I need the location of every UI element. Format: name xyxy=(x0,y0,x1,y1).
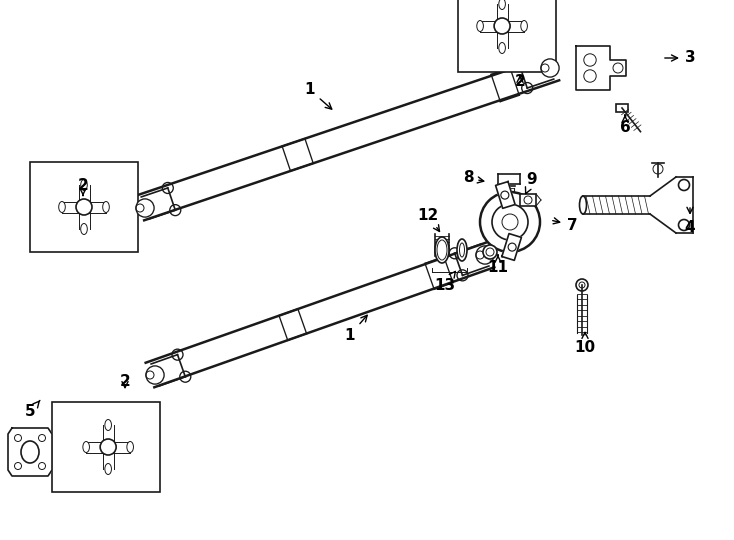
Ellipse shape xyxy=(83,442,90,453)
Bar xyxy=(616,104,628,112)
Text: 3: 3 xyxy=(665,51,695,65)
Circle shape xyxy=(653,164,663,174)
Circle shape xyxy=(38,462,46,469)
Circle shape xyxy=(584,70,596,82)
Polygon shape xyxy=(8,428,52,476)
Bar xyxy=(52,402,160,492)
Circle shape xyxy=(100,439,116,455)
Circle shape xyxy=(494,18,510,34)
Circle shape xyxy=(76,199,92,215)
Text: 10: 10 xyxy=(575,332,595,355)
Text: 2: 2 xyxy=(515,75,526,90)
Text: 2: 2 xyxy=(78,178,88,195)
Circle shape xyxy=(136,199,154,217)
Text: 1: 1 xyxy=(305,83,332,109)
Text: 7: 7 xyxy=(553,218,578,233)
Ellipse shape xyxy=(81,179,87,191)
Ellipse shape xyxy=(105,420,112,430)
Circle shape xyxy=(492,204,528,240)
Bar xyxy=(458,0,556,72)
Text: 1: 1 xyxy=(345,315,367,342)
Text: 6: 6 xyxy=(619,115,631,136)
Text: 2: 2 xyxy=(120,375,131,389)
Ellipse shape xyxy=(103,201,109,213)
Circle shape xyxy=(15,462,21,469)
Bar xyxy=(30,162,138,252)
Text: 4: 4 xyxy=(685,207,695,235)
Circle shape xyxy=(480,192,540,252)
Circle shape xyxy=(38,435,46,442)
Polygon shape xyxy=(495,181,515,208)
Ellipse shape xyxy=(105,463,112,475)
Bar xyxy=(520,194,536,206)
Text: 9: 9 xyxy=(526,172,537,194)
Polygon shape xyxy=(502,234,521,260)
Ellipse shape xyxy=(499,0,506,10)
Ellipse shape xyxy=(435,237,449,263)
Ellipse shape xyxy=(21,441,39,463)
Ellipse shape xyxy=(477,21,484,31)
Ellipse shape xyxy=(459,243,465,257)
Ellipse shape xyxy=(59,201,65,213)
Text: 13: 13 xyxy=(435,272,456,293)
Circle shape xyxy=(483,245,497,259)
Circle shape xyxy=(678,219,689,231)
Circle shape xyxy=(613,63,623,73)
Ellipse shape xyxy=(457,239,467,261)
Text: 12: 12 xyxy=(418,207,440,232)
Circle shape xyxy=(15,435,21,442)
Circle shape xyxy=(541,59,559,77)
Circle shape xyxy=(476,246,494,264)
Ellipse shape xyxy=(499,43,506,53)
Circle shape xyxy=(576,279,588,291)
Ellipse shape xyxy=(521,21,528,31)
Circle shape xyxy=(584,54,596,66)
Circle shape xyxy=(678,179,689,191)
Polygon shape xyxy=(576,46,626,90)
Text: 11: 11 xyxy=(487,255,509,275)
Ellipse shape xyxy=(127,442,134,453)
Text: 8: 8 xyxy=(462,171,484,186)
Ellipse shape xyxy=(580,196,586,214)
Text: 5: 5 xyxy=(25,401,40,420)
Ellipse shape xyxy=(81,224,87,234)
Circle shape xyxy=(146,366,164,384)
